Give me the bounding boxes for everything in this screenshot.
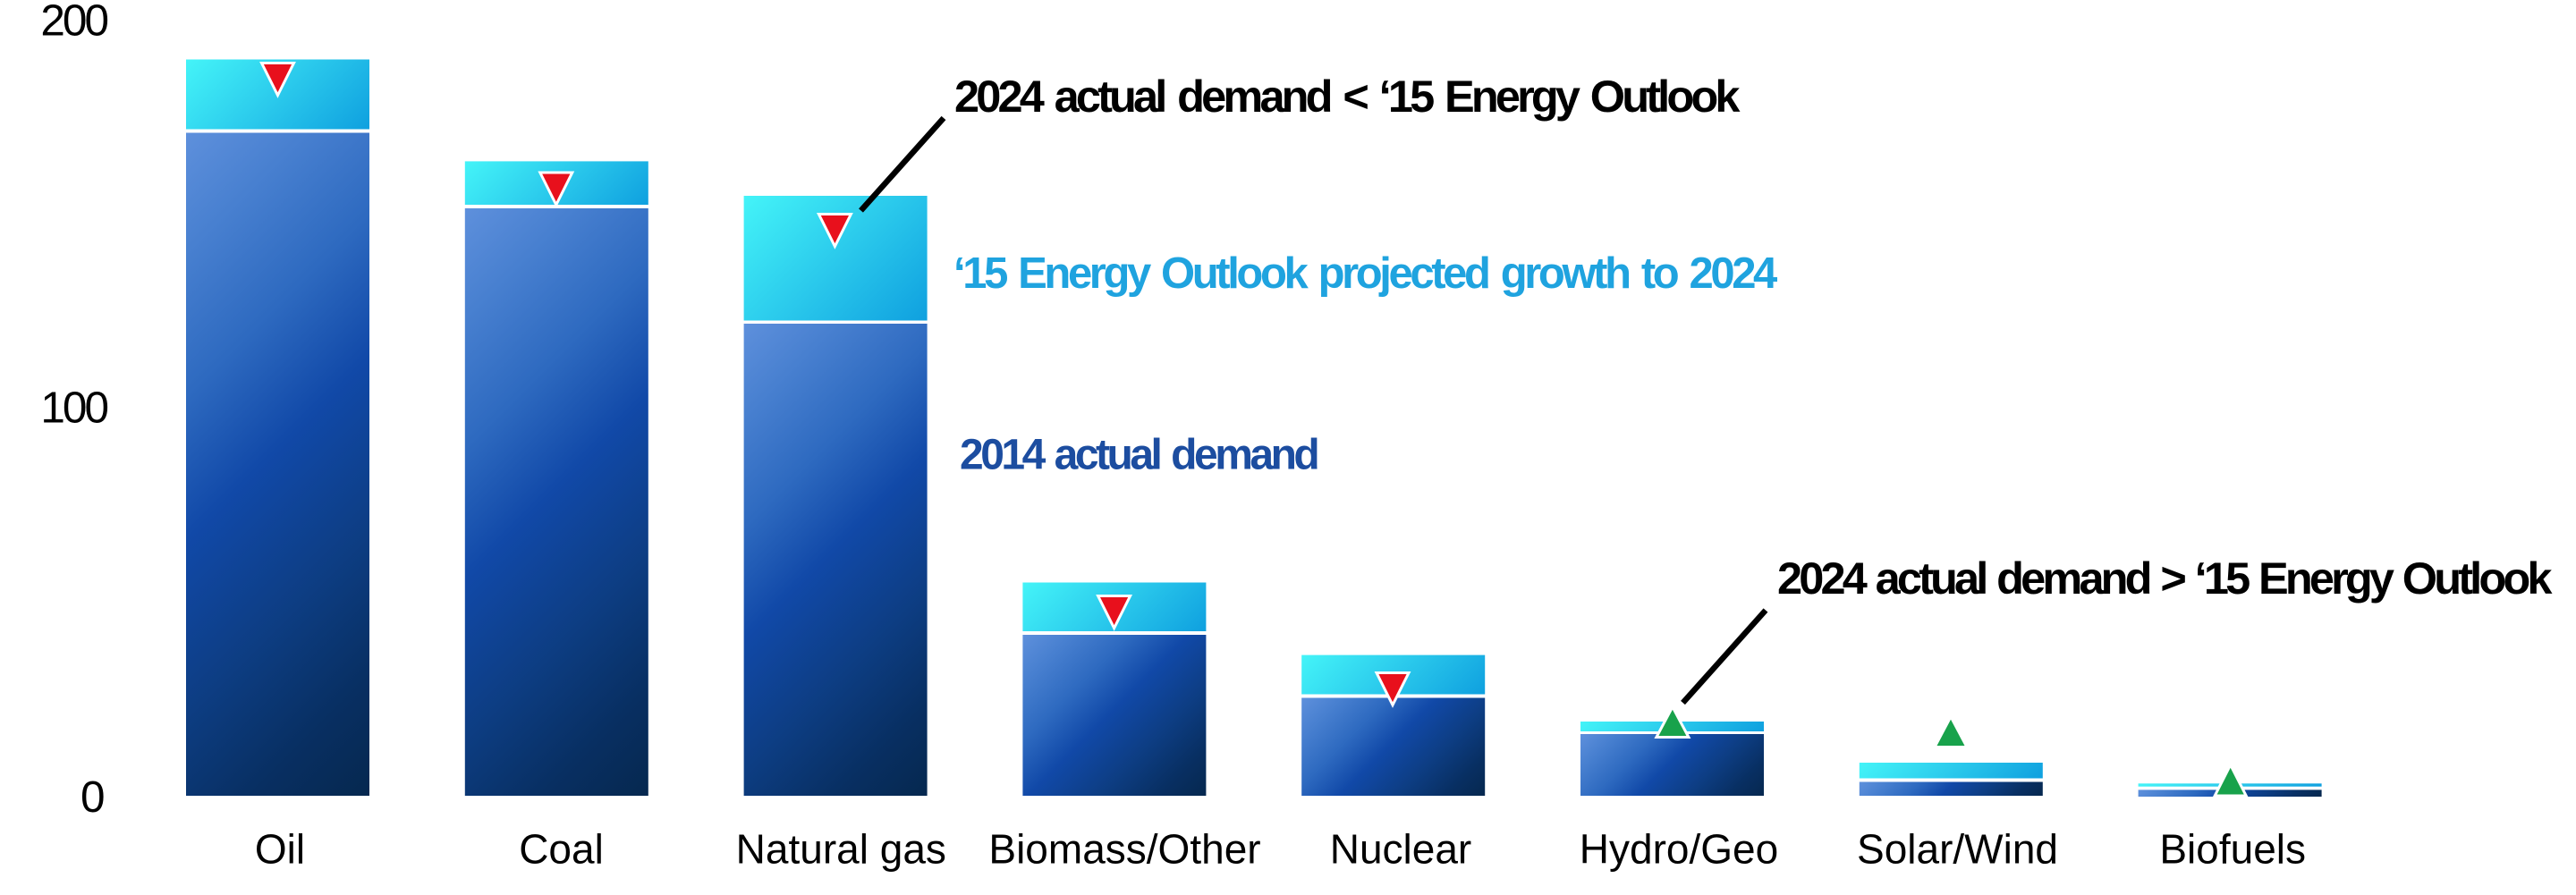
svg-text:Biomass/Other: Biomass/Other — [988, 826, 1260, 873]
svg-text:Solar/Wind: Solar/Wind — [1857, 826, 2058, 873]
svg-text:2024 actual demand > ‘15 Energ: 2024 actual demand > ‘15 Energy Outlook — [1777, 553, 2553, 604]
svg-text:Nuclear: Nuclear — [1330, 826, 1472, 873]
svg-text:200: 200 — [40, 0, 107, 46]
svg-text:0: 0 — [80, 773, 104, 822]
svg-text:2014 actual demand: 2014 actual demand — [960, 432, 1318, 479]
svg-text:100: 100 — [40, 383, 107, 432]
svg-text:‘15 Energy Outlook projected g: ‘15 Energy Outlook projected growth to 2… — [953, 249, 1777, 298]
svg-text:Natural gas: Natural gas — [736, 826, 946, 873]
svg-text:Biofuels: Biofuels — [2159, 826, 2306, 873]
svg-text:2024 actual demand < ‘15 Energ: 2024 actual demand < ‘15 Energy Outlook — [954, 71, 1741, 122]
svg-text:Coal: Coal — [519, 826, 604, 873]
svg-text:Hydro/Geo: Hydro/Geo — [1580, 826, 1778, 873]
svg-text:Oil: Oil — [255, 826, 305, 873]
